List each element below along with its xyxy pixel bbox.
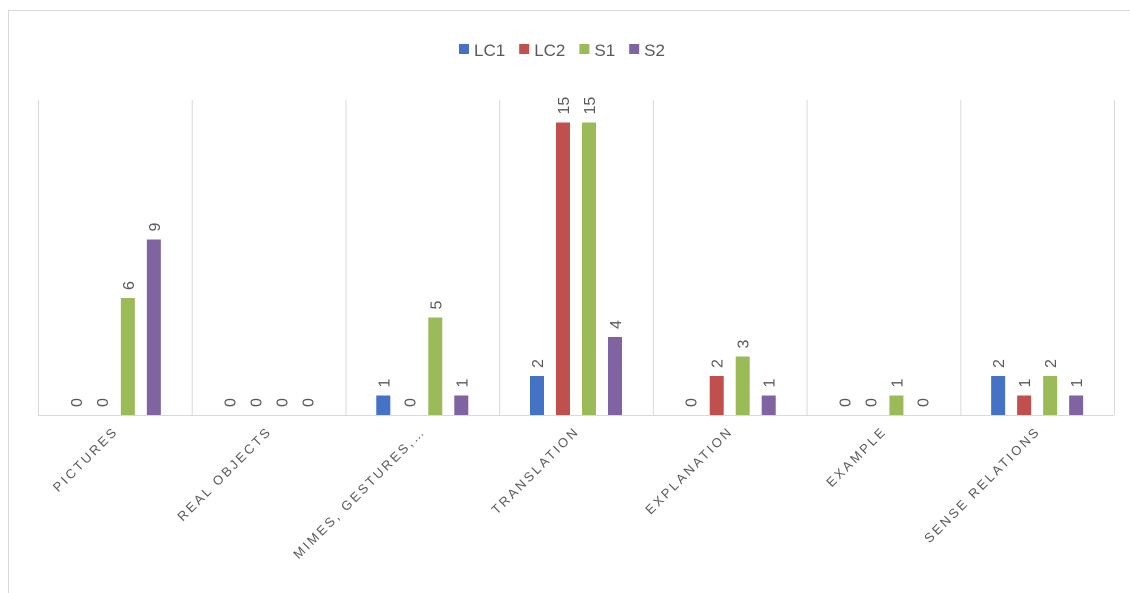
bar — [889, 395, 904, 415]
bar — [1043, 376, 1058, 415]
bar — [709, 376, 724, 415]
data-label: 2 — [1043, 359, 1060, 368]
data-label: 0 — [249, 398, 266, 407]
bar — [146, 239, 161, 415]
data-label: 1 — [889, 379, 906, 388]
data-label: 0 — [223, 398, 240, 407]
legend-label: LC1 — [474, 41, 505, 60]
data-label: 0 — [95, 398, 112, 407]
data-label: 0 — [863, 398, 880, 407]
legend-swatch — [519, 44, 530, 54]
data-label: 2 — [710, 359, 727, 368]
bar — [120, 298, 135, 415]
data-label: 1 — [762, 379, 779, 388]
data-label: 1 — [1069, 379, 1086, 388]
data-label: 2 — [530, 359, 547, 368]
data-label: 9 — [147, 223, 164, 232]
data-label: 0 — [402, 398, 419, 407]
data-label: 3 — [736, 340, 753, 349]
data-label: 15 — [556, 97, 573, 115]
legend-swatch — [629, 44, 640, 54]
bar — [735, 356, 750, 415]
bar — [991, 376, 1006, 415]
data-label: 0 — [684, 398, 701, 407]
bar — [454, 395, 469, 415]
data-label: 1 — [454, 379, 471, 388]
bar — [376, 395, 391, 415]
data-label: 1 — [376, 379, 393, 388]
data-label: 2 — [991, 359, 1008, 368]
data-label: 6 — [121, 281, 138, 290]
data-label: 15 — [582, 97, 599, 115]
data-label: 0 — [837, 398, 854, 407]
data-label: 0 — [69, 398, 86, 407]
bar — [1069, 395, 1084, 415]
legend-label: S1 — [594, 41, 615, 60]
data-label: 0 — [301, 398, 318, 407]
bar — [556, 122, 570, 415]
data-label: 0 — [915, 398, 932, 407]
bar — [1017, 395, 1032, 415]
data-label: 5 — [428, 301, 445, 310]
bar — [608, 337, 622, 415]
bar — [428, 317, 443, 415]
bar — [582, 122, 596, 415]
legend-label: LC2 — [534, 41, 565, 60]
bar — [761, 395, 776, 415]
legend-swatch — [459, 44, 469, 54]
legend-label: S2 — [644, 41, 665, 60]
data-label: 4 — [608, 320, 625, 329]
data-label: 1 — [1017, 379, 1034, 388]
bar — [530, 376, 544, 415]
data-label: 0 — [275, 398, 292, 407]
legend-swatch — [579, 44, 590, 54]
